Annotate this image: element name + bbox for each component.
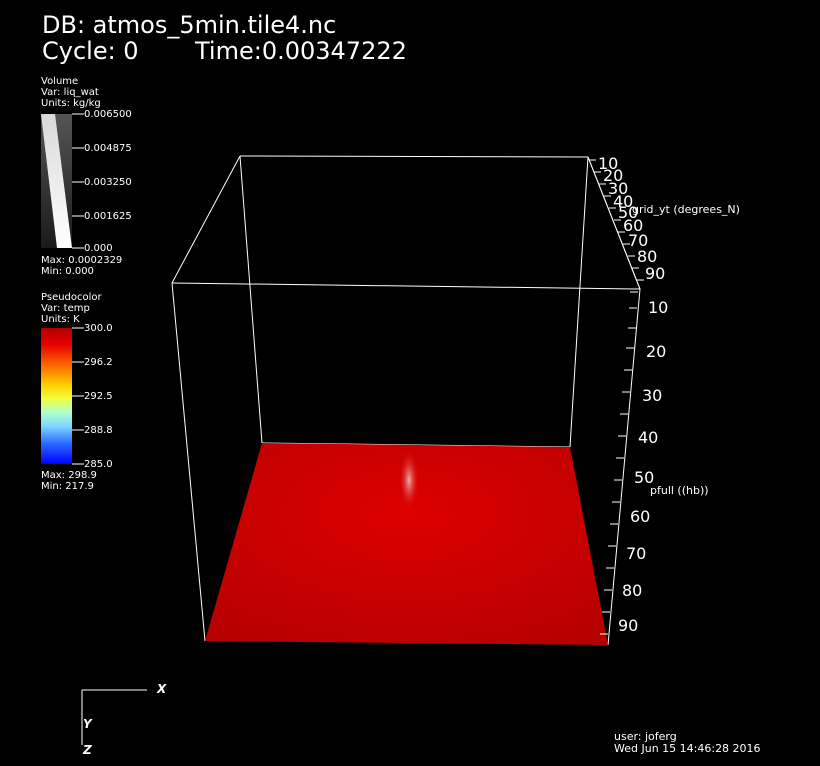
volume-tick-label: 0.006500 bbox=[84, 109, 132, 120]
y-axis-tick-label: 10 bbox=[598, 154, 619, 173]
pseudocolor-legend-var: Var: temp bbox=[41, 303, 90, 314]
y-axis-tick-label: 80 bbox=[637, 247, 658, 266]
volume-legend-min: Min: 0.000 bbox=[41, 266, 94, 277]
time-label: Time:0.00347222 bbox=[195, 37, 407, 65]
y-axis-tick-label: 30 bbox=[608, 179, 629, 198]
volume-legend-units: Units: kg/kg bbox=[41, 98, 101, 109]
triad-z-label: Z bbox=[83, 743, 92, 757]
volume-colorbar bbox=[41, 113, 84, 249]
y-axis-tick-label: 70 bbox=[628, 231, 649, 250]
z-axis-tick-label: 70 bbox=[626, 544, 647, 563]
pseudocolor-legend-min: Min: 217.9 bbox=[41, 481, 94, 492]
y-axis-tick-label: 90 bbox=[645, 264, 666, 283]
y-axis-title: grid_yt (degrees_N) bbox=[632, 203, 740, 216]
pseudocolor-legend-title: Pseudocolor bbox=[41, 292, 102, 303]
z-axis-tick-label: 10 bbox=[648, 298, 669, 317]
user-label: user: joferg bbox=[614, 730, 677, 743]
pseudocolor-legend-max: Max: 298.9 bbox=[41, 470, 97, 481]
pseudocolor-tick-label: 296.2 bbox=[84, 357, 113, 368]
database-title: DB: atmos_5min.tile4.nc bbox=[42, 11, 337, 39]
volume-tick-label: 0.001625 bbox=[84, 211, 132, 222]
z-axis-title: pfull ((hb)) bbox=[650, 484, 709, 497]
liquid-water-volume-cloud bbox=[399, 450, 419, 510]
volume-legend-var: Var: liq_wat bbox=[41, 87, 99, 98]
z-axis-tick-label: 80 bbox=[622, 581, 643, 600]
volume-tick-label: 0.003250 bbox=[84, 177, 132, 188]
volume-legend-title: Volume bbox=[41, 76, 79, 87]
pseudocolor-tick-label: 288.8 bbox=[84, 425, 113, 436]
pseudocolor-colorbar bbox=[41, 327, 84, 465]
pseudocolor-legend-units: Units: K bbox=[41, 314, 80, 325]
volume-tick-label: 0.000 bbox=[84, 243, 113, 254]
y-axis-tick-label: 40 bbox=[613, 192, 634, 211]
z-axis-tick-label: 60 bbox=[630, 507, 651, 526]
y-axis-tick-label: 20 bbox=[603, 166, 624, 185]
pseudocolor-tick-label: 300.0 bbox=[84, 323, 113, 334]
triad-x-label: X bbox=[157, 682, 167, 696]
timestamp-label: Wed Jun 15 14:46:28 2016 bbox=[614, 742, 761, 755]
z-axis-tick-label: 90 bbox=[618, 616, 639, 635]
z-axis-tick-label: 20 bbox=[646, 342, 667, 361]
triad-y-label: Y bbox=[83, 717, 92, 731]
z-axis-tick-label: 40 bbox=[638, 428, 659, 447]
z-axis-ticks bbox=[600, 291, 638, 635]
pseudocolor-tick-label: 285.0 bbox=[84, 459, 113, 470]
volume-legend-max: Max: 0.0002329 bbox=[41, 255, 123, 266]
axis-triad bbox=[81, 689, 147, 745]
y-axis-tick-label: 60 bbox=[623, 216, 644, 235]
y-axis-ticks bbox=[587, 156, 644, 290]
volume-tick-label: 0.004875 bbox=[84, 143, 132, 154]
temperature-surface bbox=[205, 443, 608, 645]
z-axis-tick-label: 50 bbox=[634, 468, 655, 487]
pseudocolor-tick-label: 292.5 bbox=[84, 391, 113, 402]
y-axis-tick-label: 50 bbox=[618, 203, 639, 222]
z-axis-tick-label: 30 bbox=[642, 386, 663, 405]
cycle-label: Cycle: 0 bbox=[42, 37, 139, 65]
